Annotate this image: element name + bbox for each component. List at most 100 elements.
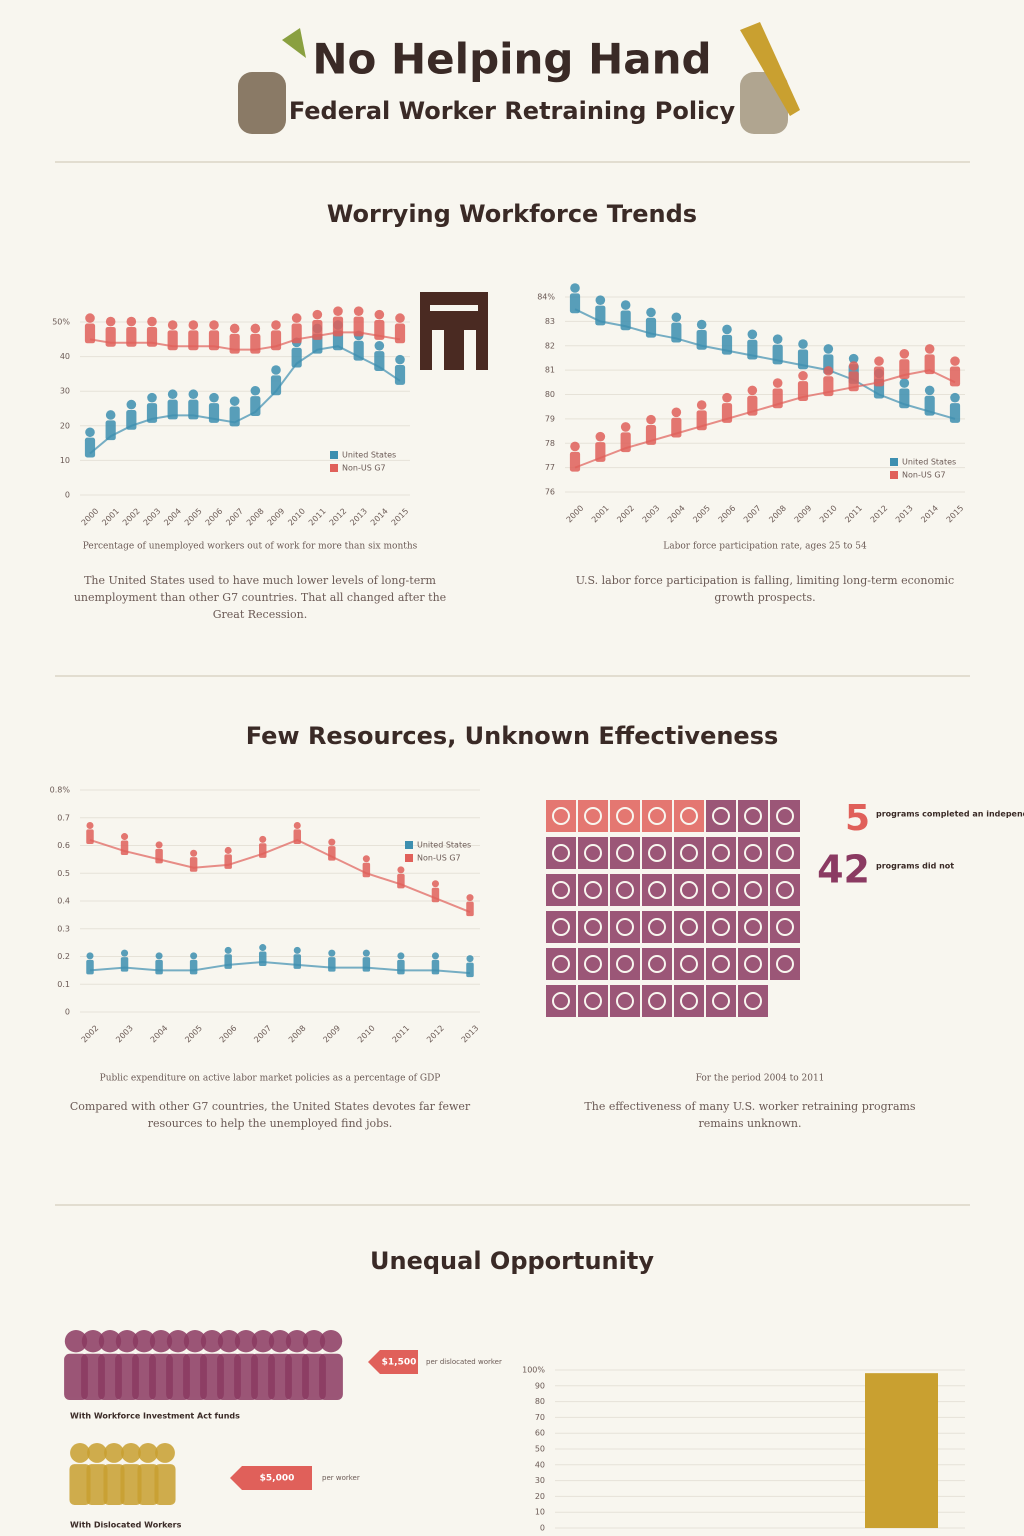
- person-body: [291, 323, 302, 344]
- x-tick-label: 2008: [245, 507, 266, 528]
- person-marker: [291, 313, 302, 344]
- person-head: [190, 849, 198, 857]
- person-head: [595, 431, 606, 442]
- person-marker: [229, 396, 240, 427]
- person-body: [155, 959, 163, 975]
- person-marker: [258, 944, 267, 967]
- person-head: [302, 1330, 326, 1353]
- y-tick-label: 50%: [52, 318, 70, 327]
- x-tick-label: 2002: [615, 504, 636, 525]
- waffle-ring: [680, 844, 698, 862]
- person-body: [595, 305, 606, 326]
- person-body: [258, 951, 267, 967]
- person-marker: [747, 329, 758, 360]
- person-body: [84, 323, 96, 344]
- x-tick-label: 2014: [919, 504, 940, 525]
- legend-label: Non-US G7: [342, 464, 386, 473]
- waffle-cell: [706, 837, 736, 869]
- person-head: [217, 1330, 241, 1353]
- person-head: [166, 1330, 190, 1353]
- legend-label: United States: [417, 841, 471, 850]
- person-body: [595, 442, 606, 462]
- person-marker: [873, 356, 885, 387]
- waffle-ring: [744, 918, 762, 936]
- waffle-cell: [706, 800, 736, 832]
- person-body: [120, 1464, 142, 1505]
- person-marker: [899, 349, 910, 379]
- person-head: [234, 1330, 258, 1353]
- waffle-ring: [776, 955, 794, 973]
- person-body: [374, 351, 385, 371]
- y-tick-label: 80: [535, 1397, 545, 1406]
- person-body: [466, 901, 474, 917]
- person-marker: [155, 952, 163, 975]
- waffle-ring: [648, 881, 666, 899]
- person-body: [332, 316, 344, 337]
- waffle-cell: [738, 948, 768, 980]
- person-marker: [126, 316, 137, 347]
- person-body: [671, 417, 682, 438]
- person-marker: [848, 361, 859, 392]
- waffle-cell: [674, 985, 704, 1017]
- x-tick-label: 2005: [691, 504, 712, 525]
- person-body: [394, 365, 406, 385]
- waffle-ring: [744, 881, 762, 899]
- person-marker: [105, 316, 116, 347]
- person-marker: [374, 309, 385, 340]
- person-marker: [270, 320, 282, 351]
- person-body: [873, 366, 885, 387]
- person-body: [772, 344, 783, 365]
- person-head: [209, 392, 219, 403]
- person-marker: [394, 313, 406, 344]
- waffle-cell: [546, 911, 576, 943]
- person-body: [924, 395, 935, 416]
- bar: [865, 1373, 938, 1528]
- person-head: [747, 329, 758, 340]
- person-marker: [155, 841, 163, 864]
- person-body: [397, 873, 405, 889]
- person-body: [120, 957, 129, 972]
- person-marker: [208, 392, 220, 423]
- person-marker: [823, 366, 834, 397]
- waffle-ring: [584, 807, 602, 825]
- person-body: [645, 317, 657, 338]
- person-body: [86, 959, 94, 975]
- person-marker: [120, 949, 129, 972]
- waffle-cell: [546, 985, 576, 1017]
- y-tick-label: 81: [545, 366, 555, 375]
- waffle-ring: [616, 918, 634, 936]
- waffle-cell: [546, 837, 576, 869]
- x-tick-label: 2006: [717, 504, 738, 525]
- person-body: [154, 1464, 176, 1505]
- person-marker: [224, 846, 232, 869]
- person-head: [81, 1330, 105, 1353]
- person-head: [147, 392, 157, 403]
- pictograph-person: [120, 1443, 142, 1505]
- x-tick-label: 2014: [369, 507, 390, 528]
- person-body: [747, 395, 758, 416]
- person-marker: [645, 414, 657, 445]
- y-tick-label: 77: [545, 463, 555, 472]
- waffle-ring: [648, 807, 666, 825]
- y-tick-label: 30: [535, 1476, 545, 1485]
- person-head: [798, 370, 808, 381]
- person-head: [671, 407, 682, 418]
- person-head: [696, 319, 707, 330]
- person-marker: [146, 392, 158, 423]
- person-head: [328, 838, 336, 846]
- person-marker: [696, 319, 707, 350]
- person-marker: [188, 320, 199, 351]
- person-body: [949, 403, 961, 423]
- x-tick-label: 2008: [767, 504, 788, 525]
- y-tick-label: 84%: [537, 293, 555, 302]
- person-head: [271, 365, 281, 375]
- y-tick-label: 0.5: [57, 869, 70, 878]
- waffle-ring: [712, 918, 730, 936]
- person-head: [874, 356, 884, 366]
- waffle-ring: [712, 955, 730, 973]
- person-body: [362, 957, 371, 972]
- person-head: [848, 353, 859, 364]
- waffle-ring: [744, 992, 762, 1010]
- person-marker: [362, 949, 371, 972]
- person-marker: [431, 952, 440, 975]
